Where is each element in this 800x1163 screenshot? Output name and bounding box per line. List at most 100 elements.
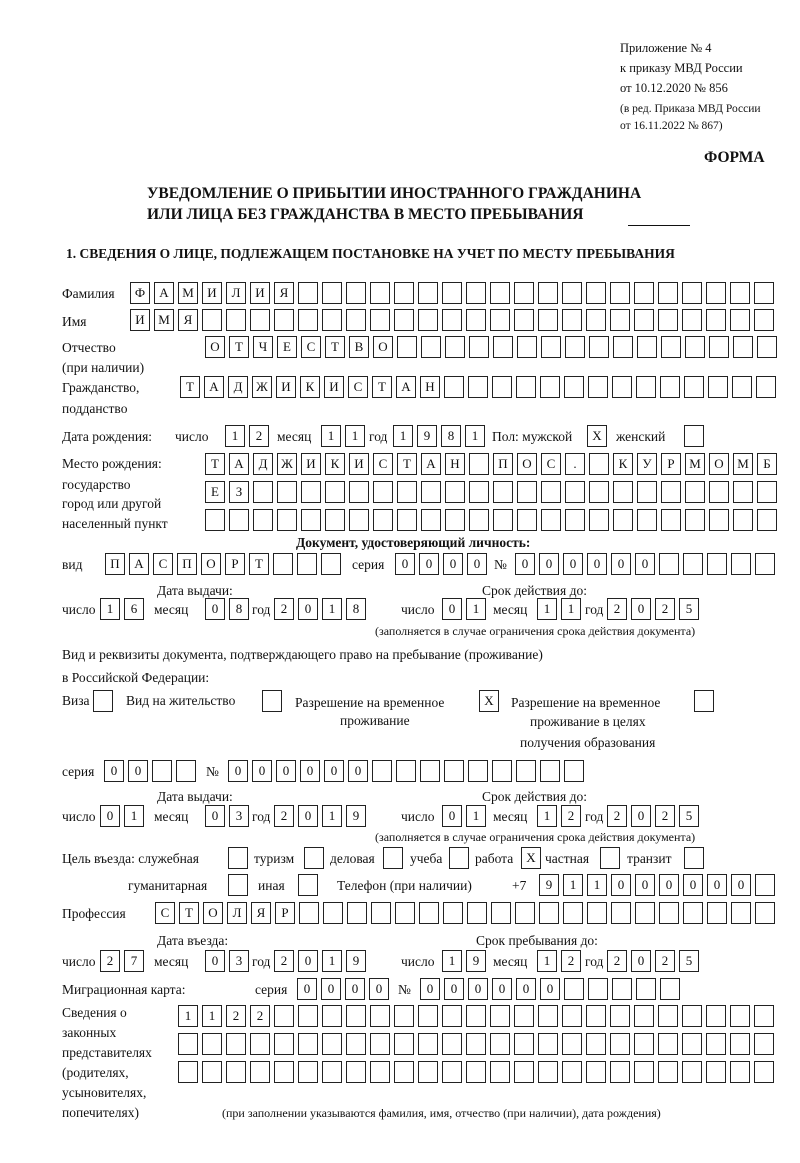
char-cell[interactable]: 0 [631, 598, 651, 620]
char-cell[interactable] [490, 1061, 510, 1083]
char-cell[interactable]: 0 [563, 553, 583, 575]
char-cell[interactable] [394, 1005, 414, 1027]
char-cell[interactable] [253, 481, 273, 503]
char-cell[interactable]: 0 [468, 978, 488, 1000]
char-cell[interactable] [706, 1061, 726, 1083]
char-cell[interactable]: К [325, 453, 345, 475]
char-cell[interactable] [395, 902, 415, 924]
char-cell[interactable] [730, 1033, 750, 1055]
char-cell[interactable] [613, 509, 633, 531]
char-cell[interactable] [397, 336, 417, 358]
char-cell[interactable]: Е [205, 481, 225, 503]
char-cell[interactable] [685, 509, 705, 531]
char-cell[interactable]: 6 [124, 598, 144, 620]
char-cell[interactable]: 9 [539, 874, 559, 896]
char-cell[interactable] [371, 902, 391, 924]
char-cell[interactable]: П [493, 453, 513, 475]
char-cell[interactable]: С [155, 902, 175, 924]
char-cell[interactable] [466, 309, 486, 331]
char-cell[interactable]: 0 [348, 760, 368, 782]
char-cell[interactable] [394, 1033, 414, 1055]
char-cell[interactable]: 0 [444, 978, 464, 1000]
char-cell[interactable] [346, 1005, 366, 1027]
char-cell[interactable] [466, 282, 486, 304]
char-cell[interactable]: Я [251, 902, 271, 924]
char-cell[interactable] [226, 1033, 246, 1055]
char-cell[interactable] [321, 553, 341, 575]
char-cell[interactable] [637, 509, 657, 531]
char-cell[interactable] [397, 481, 417, 503]
char-cell[interactable] [202, 1033, 222, 1055]
char-cell[interactable] [178, 1033, 198, 1055]
char-cell[interactable] [493, 336, 513, 358]
char-cell[interactable] [587, 902, 607, 924]
char-cell[interactable]: 1 [587, 874, 607, 896]
char-cell[interactable] [660, 376, 680, 398]
char-cell[interactable]: 0 [631, 950, 651, 972]
char-cell[interactable] [661, 509, 681, 531]
char-cell[interactable] [445, 481, 465, 503]
char-cell[interactable]: 1 [202, 1005, 222, 1027]
char-cell[interactable] [349, 481, 369, 503]
char-cell[interactable] [685, 336, 705, 358]
char-cell[interactable]: 2 [561, 805, 581, 827]
char-cell[interactable] [442, 309, 462, 331]
char-cell[interactable] [658, 1061, 678, 1083]
char-cell[interactable] [418, 1005, 438, 1027]
char-cell[interactable] [250, 309, 270, 331]
char-cell[interactable] [418, 1033, 438, 1055]
char-cell[interactable] [733, 336, 753, 358]
char-cell[interactable]: И [324, 376, 344, 398]
char-cell[interactable] [202, 1061, 222, 1083]
char-cell[interactable] [491, 902, 511, 924]
char-cell[interactable] [349, 509, 369, 531]
char-cell[interactable] [562, 282, 582, 304]
char-cell[interactable]: П [105, 553, 125, 575]
char-cell[interactable] [610, 1033, 630, 1055]
char-cell[interactable] [277, 509, 297, 531]
char-cell[interactable]: 0 [611, 553, 631, 575]
char-cell[interactable]: 0 [611, 874, 631, 896]
char-cell[interactable]: С [301, 336, 321, 358]
char-cell[interactable] [730, 1005, 750, 1027]
char-cell[interactable]: Ф [130, 282, 150, 304]
char-cell[interactable] [226, 309, 246, 331]
char-cell[interactable]: 0 [100, 805, 120, 827]
char-cell[interactable] [322, 282, 342, 304]
char-cell[interactable] [370, 1005, 390, 1027]
char-cell[interactable] [757, 509, 777, 531]
char-cell[interactable] [492, 376, 512, 398]
char-cell[interactable] [754, 309, 774, 331]
char-cell[interactable] [178, 1061, 198, 1083]
char-cell[interactable]: 9 [346, 805, 366, 827]
char-cell[interactable] [683, 902, 703, 924]
char-cell[interactable] [493, 481, 513, 503]
char-cell[interactable]: 5 [679, 598, 699, 620]
char-cell[interactable] [755, 874, 775, 896]
char-cell[interactable]: 2 [607, 950, 627, 972]
char-cell[interactable] [274, 1061, 294, 1083]
char-cell[interactable] [610, 282, 630, 304]
char-cell[interactable]: 5 [679, 805, 699, 827]
char-cell[interactable] [298, 309, 318, 331]
char-cell[interactable] [564, 978, 584, 1000]
char-cell[interactable] [637, 481, 657, 503]
char-cell[interactable] [589, 453, 609, 475]
char-cell[interactable] [152, 760, 172, 782]
char-cell[interactable] [611, 902, 631, 924]
char-cell[interactable] [346, 309, 366, 331]
char-cell[interactable] [706, 1033, 726, 1055]
char-cell[interactable] [562, 1061, 582, 1083]
char-cell[interactable]: О [205, 336, 225, 358]
char-cell[interactable] [514, 282, 534, 304]
char-cell[interactable] [298, 282, 318, 304]
char-cell[interactable]: 0 [128, 760, 148, 782]
char-cell[interactable]: 9 [346, 950, 366, 972]
char-cell[interactable] [304, 847, 324, 869]
char-cell[interactable] [372, 760, 392, 782]
char-cell[interactable] [541, 481, 561, 503]
char-cell[interactable]: 3 [229, 950, 249, 972]
char-cell[interactable]: С [541, 453, 561, 475]
char-cell[interactable] [322, 1005, 342, 1027]
char-cell[interactable]: 1 [561, 598, 581, 620]
